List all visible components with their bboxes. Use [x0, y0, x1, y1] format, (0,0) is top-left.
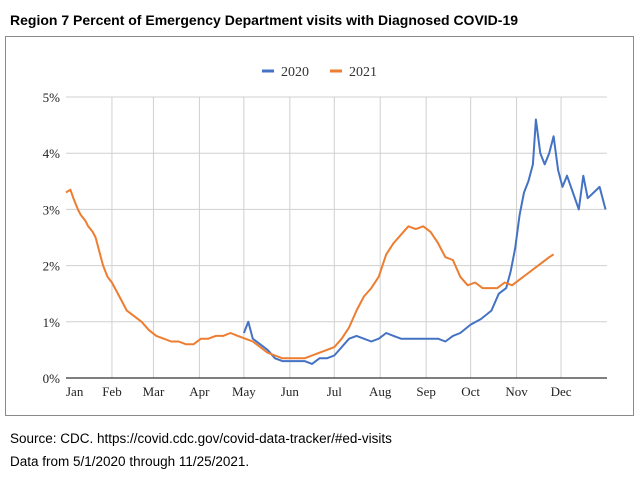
- source-line: Source: CDC. https://covid.cdc.gov/covid…: [10, 431, 392, 446]
- x-tick-label: Jan: [66, 384, 84, 399]
- chart-frame: [5, 36, 634, 416]
- chart-title: Region 7 Percent of Emergency Department…: [10, 12, 519, 28]
- x-tick-label: Oct: [461, 384, 480, 399]
- x-tick-label: Sep: [416, 384, 436, 399]
- y-tick-label: 4%: [43, 146, 61, 161]
- x-tick-label: Mar: [143, 384, 165, 399]
- series-line-2020: [242, 118, 607, 365]
- x-tick-label: Jul: [327, 384, 343, 399]
- x-tick-label: Jun: [281, 384, 300, 399]
- x-tick-label: Dec: [551, 384, 572, 399]
- legend-label-2020: 2020: [281, 65, 309, 80]
- line-chart: 0% 1% 2% 3% 4% 5% Jan Feb Mar Apr May Jun Jul Aug Sep O…: [43, 65, 607, 399]
- x-tick-label: May: [232, 384, 256, 399]
- legend-label-2021: 2021: [349, 65, 377, 80]
- y-tick-label: 3%: [43, 202, 61, 217]
- y-tick-label: 0%: [43, 371, 61, 386]
- y-tick-label: 1%: [43, 315, 61, 330]
- y-tick-label: 5%: [43, 90, 61, 105]
- x-tick-label: Feb: [102, 384, 122, 399]
- series-line-2021: [65, 188, 555, 360]
- data-range-note: Data from 5/1/2020 through 11/25/2021.: [10, 454, 250, 469]
- x-tick-label: Aug: [369, 384, 392, 399]
- x-tick-label: Nov: [505, 384, 528, 399]
- y-tick-label: 2%: [43, 259, 61, 274]
- x-tick-label: Apr: [189, 384, 210, 399]
